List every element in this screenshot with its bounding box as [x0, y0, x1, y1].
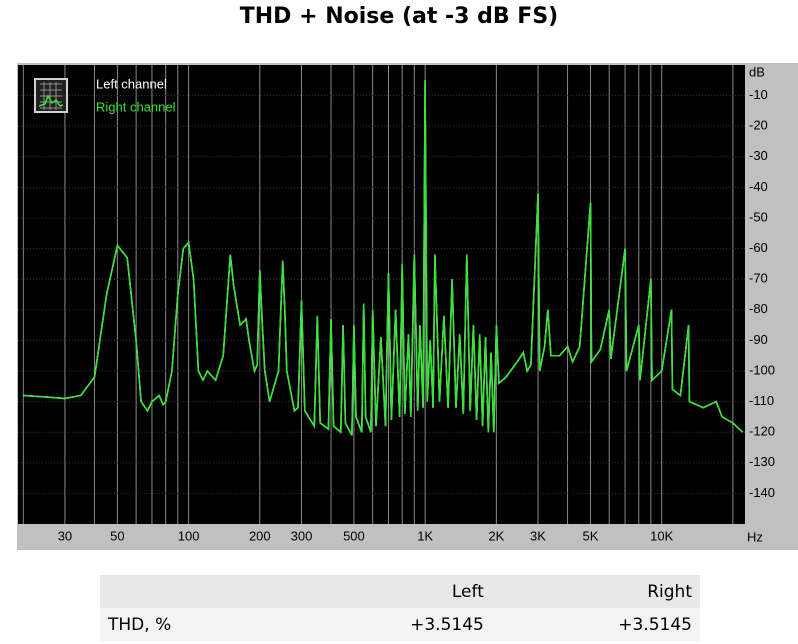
cell: +3.5145 — [618, 614, 692, 635]
row-label: THD, % — [108, 614, 172, 635]
legend-icon — [34, 78, 68, 113]
header-cell — [100, 575, 284, 608]
y-tick-label: -140 — [749, 485, 775, 500]
table-row: THD, % +3.5145 +3.5145 — [100, 608, 700, 641]
x-tick-label: 3K — [530, 528, 546, 543]
x-tick-label: 30 — [58, 528, 72, 543]
x-tick-label: 500 — [343, 528, 365, 543]
series-line — [23, 80, 744, 436]
x-tick-label: 50 — [110, 528, 124, 543]
y-tick-label: -70 — [749, 271, 768, 286]
x-tick-label: 1K — [417, 528, 433, 543]
cell: +3.5145 — [410, 614, 484, 635]
y-tick-label: -130 — [749, 454, 775, 469]
y-tick-label: -80 — [749, 301, 768, 316]
legend-label: Right channel — [96, 99, 176, 114]
chart: dB Hz -10 -20 -30 -40 -50 -60 -70 -80 -90 -100 -11… — [17, 63, 798, 550]
x-axis-label: Hz — [747, 529, 763, 544]
y-tick-label: -20 — [749, 118, 768, 133]
table-header: Left Right — [100, 575, 700, 608]
x-tick-label: 5K — [583, 528, 599, 543]
y-tick-label: -10 — [749, 87, 768, 102]
x-tick-label: 10K — [650, 528, 673, 543]
x-tick-label: 200 — [249, 528, 271, 543]
y-tick-label: -90 — [749, 332, 768, 347]
y-tick-label: -50 — [749, 209, 768, 224]
chart-title: THD + Noise (at -3 dB FS) — [239, 4, 559, 29]
x-tick-label: 100 — [178, 528, 200, 543]
results-table: Left Right THD, % +3.5145 +3.5145 — [100, 575, 700, 641]
legend-label: Left channel — [96, 76, 167, 91]
header-cell: Left — [451, 581, 484, 602]
y-tick-label: -60 — [749, 240, 768, 255]
x-tick-label: 2K — [488, 528, 504, 543]
y-tick-label: -30 — [749, 148, 768, 163]
plot-area — [18, 65, 745, 524]
lines — [23, 80, 744, 436]
y-tick-label: -40 — [749, 179, 768, 194]
y-axis-label: dB — [749, 64, 765, 79]
header-cell: Right — [647, 581, 692, 602]
y-tick-label: -110 — [749, 393, 774, 408]
x-tick-label: 300 — [291, 528, 313, 543]
y-tick-label: -100 — [749, 362, 775, 377]
y-tick-label: -120 — [749, 424, 775, 439]
